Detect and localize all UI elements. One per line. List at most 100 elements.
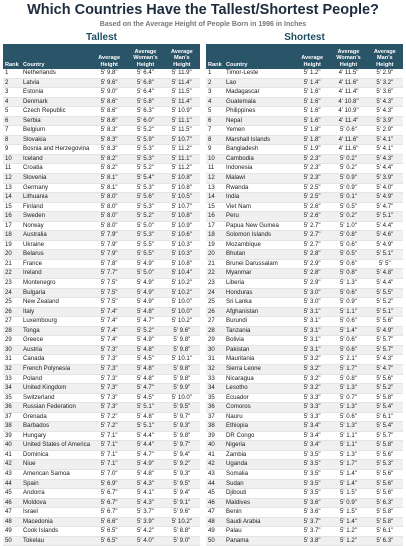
table-row: 18 Australia 5' 7.9" 5' 5.3" 5' 10.6" xyxy=(3,230,200,241)
table-cell: 5' 1.8" xyxy=(294,125,331,136)
table-cell: 2 xyxy=(3,78,21,89)
table-cell: 31 xyxy=(3,354,21,365)
table-cell: 5' 2.5" xyxy=(294,192,331,203)
table-cell: 5' 6.8" xyxy=(127,78,164,89)
table-cell: 5' 1.8" xyxy=(294,135,331,146)
table-cell: Bangladesh xyxy=(224,144,294,155)
table-cell: Solomon Islands xyxy=(224,230,294,241)
table-cell: 5' 9.8" xyxy=(163,374,200,385)
table-cell: 5' 5.8" xyxy=(366,517,403,528)
table-cell: 28 xyxy=(206,326,224,337)
table-cell: 5' 5" xyxy=(366,259,403,270)
table-cell: 5' 10.7" xyxy=(163,202,200,213)
table-cell: 4' 10.9" xyxy=(330,106,367,117)
table-cell: 5' 9.8" xyxy=(91,69,128,79)
table-cell: 29 xyxy=(206,335,224,346)
table-cell: Ecuador xyxy=(224,393,294,404)
table-cell: 5' 7.2" xyxy=(91,412,128,423)
table-cell: 41 xyxy=(206,450,224,461)
table-cell: Philippines xyxy=(224,106,294,117)
table-cell: 21 xyxy=(206,259,224,270)
table-cell: Rwanda xyxy=(224,183,294,194)
table-row: 2 Latvia 5' 9.6" 5' 6.8" 5' 11.4" xyxy=(3,78,200,89)
table-cell: Cook Islands xyxy=(21,526,91,537)
table-cell: Estonia xyxy=(21,87,91,98)
table-cell: 5' 4.7" xyxy=(366,364,403,375)
table-cell: 5' 4.4" xyxy=(366,163,403,174)
table-cell: 5' 5.6" xyxy=(366,316,403,327)
table-cell: Mozambique xyxy=(224,240,294,251)
table-cell: 5' 1.4" xyxy=(330,517,367,528)
table-cell: 5' 4.9" xyxy=(127,297,164,308)
table-cell: 5' 4.9" xyxy=(127,259,164,270)
table-cell: Norway xyxy=(21,221,91,232)
table-cell: 5' 8.2" xyxy=(91,154,128,165)
table-cell: 4' 11.4" xyxy=(330,116,367,127)
table-cell: Iceland xyxy=(21,154,91,165)
table-cell: 34 xyxy=(206,383,224,394)
table-row: 41 Dominica 5' 7.1" 5' 4.7" 5' 9.4" xyxy=(3,450,200,461)
table-cell: 5' 9.3" xyxy=(163,421,200,432)
table-cell: 5' 3.8" xyxy=(294,536,331,546)
table-cell: 5' 7.4" xyxy=(91,326,128,337)
table-cell: 23 xyxy=(206,278,224,289)
table-cell: 29 xyxy=(3,335,21,346)
table-row: 11 Croatia 5' 8.2" 5' 5.2" 5' 11.2" xyxy=(3,163,200,174)
table-cell: 5' 5.5" xyxy=(127,240,164,251)
table-cell: 26 xyxy=(3,307,21,318)
table-cell: 5' 1.7" xyxy=(330,459,367,470)
table-cell: 11 xyxy=(3,163,21,174)
table-cell: 33 xyxy=(206,374,224,385)
table-cell: 5' 9.9" xyxy=(163,383,200,394)
table-cell: 5' 2.9" xyxy=(294,259,331,270)
table-row: 38 Barbados 5' 7.2" 5' 5.1" 5' 9.3" xyxy=(3,421,200,432)
table-cell: 5' 4.9" xyxy=(366,240,403,251)
table-cell: Panama xyxy=(224,536,294,546)
table-cell: Mauritania xyxy=(224,354,294,365)
table-cell: Canada xyxy=(21,354,91,365)
table-row: 17 Papua New Guinea 5' 2.7" 5' 1.0" 5' 4.4" xyxy=(206,221,403,232)
table-row: 35 Switzerland 5' 7.3" 5' 4.5" 5' 10.0" xyxy=(3,393,200,404)
table-cell: 42 xyxy=(206,459,224,470)
table-cell: Latvia xyxy=(21,78,91,89)
table-cell: 5' 7.3" xyxy=(91,383,128,394)
table-cell: 5' 10.8" xyxy=(163,211,200,222)
table-cell: 5' 9.5" xyxy=(163,402,200,413)
table-row: 13 Germany 5' 8.1" 5' 5.3" 5' 10.8" xyxy=(3,183,200,194)
table-cell: 19 xyxy=(206,240,224,251)
table-cell: 8 xyxy=(3,135,21,146)
table-cell: Bulgaria xyxy=(21,288,91,299)
table-cell: 5' 7.9" xyxy=(91,230,128,241)
column-header: Average Woman's Height xyxy=(127,44,164,69)
table-row: 9 Bosnia and Herzegovina 5' 8.3" 5' 5.3" 5' … xyxy=(3,144,200,155)
table-cell: 3 xyxy=(206,87,224,98)
table-cell: 5' 8.3" xyxy=(91,125,128,136)
table-cell: France xyxy=(21,259,91,270)
table-cell: 13 xyxy=(3,183,21,194)
table-cell: 5' 2.3" xyxy=(294,163,331,174)
table-cell: 17 xyxy=(3,221,21,232)
table-cell: 5' 8.8" xyxy=(163,526,200,537)
table-row: 44 Spain 5' 6.9" 5' 4.3" 5' 9.5" xyxy=(3,479,200,490)
table-cell: 5' 6.1" xyxy=(366,526,403,537)
table-row: 30 Austria 5' 7.3" 5' 4.8" 5' 9.8" xyxy=(3,345,200,356)
table-cell: 5' 10.5" xyxy=(163,192,200,203)
table-row: 1 Timor-Leste 5' 1.2" 4' 11.5" 5' 2.9" xyxy=(206,69,403,79)
table-row: 12 Malawi 5' 2.3" 5' 0.9" 5' 3.9" xyxy=(206,173,403,184)
table-cell: 5' 0.2" xyxy=(330,154,367,165)
table-cell: Bolivia xyxy=(224,335,294,346)
table-cell: 5' 3.2" xyxy=(294,364,331,375)
table-cell: 5' 1.4" xyxy=(294,78,331,89)
table-cell: 5' 8.6" xyxy=(91,116,128,127)
table-row: 37 Nauru 5' 3.3" 5' 0.6" 5' 6.1" xyxy=(206,412,403,423)
table-cell: Saudi Arabia xyxy=(224,517,294,528)
table-cell: 5' 1.2" xyxy=(294,69,331,79)
table-cell: 5' 1.6" xyxy=(294,116,331,127)
table-cell: 38 xyxy=(206,421,224,432)
table-cell: 5' 0.6" xyxy=(330,345,367,356)
table-cell: 35 xyxy=(206,393,224,404)
table-cell: 5' 7.1" xyxy=(91,459,128,470)
table-cell: 47 xyxy=(206,507,224,518)
table-cell: 5' 1.3" xyxy=(330,402,367,413)
table-cell: 14 xyxy=(3,192,21,203)
